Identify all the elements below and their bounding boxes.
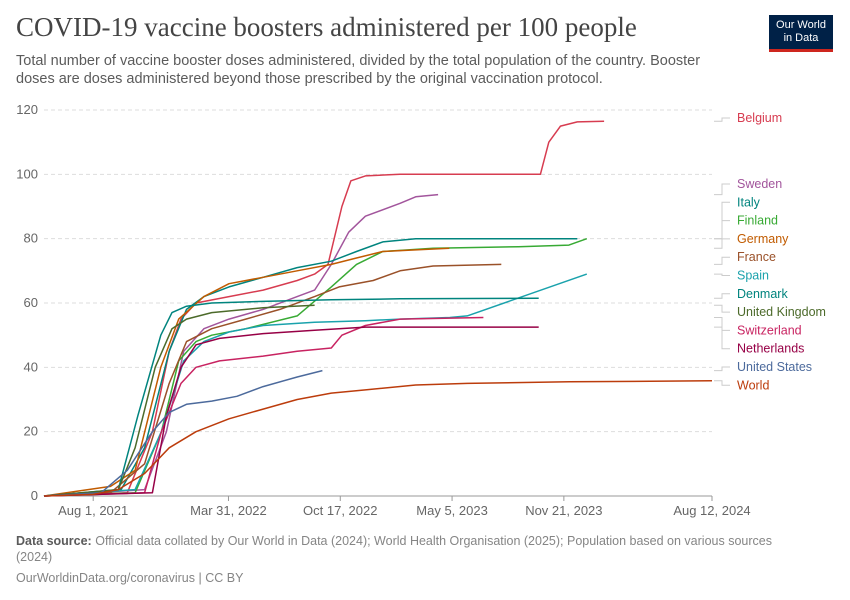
legend: Belgium Sweden Italy Finland Germany France Sp… (714, 111, 826, 392)
legend-connector (714, 183, 730, 196)
y-tick-label: 0 (31, 488, 38, 503)
x-axis: Aug 1, 2021 Mar 31, 2022 Oct 17, 2022 May 5… (44, 495, 751, 518)
owid-logo[interactable]: Our World in Data (769, 15, 833, 52)
x-tick-label: Nov 21, 2023 (525, 503, 602, 518)
legend-connector (714, 293, 730, 299)
footer-url[interactable]: OurWorldinData.org/coronavirus | CC BY (16, 571, 244, 585)
legend-connector (714, 380, 730, 386)
series-line-united-kingdom[interactable] (43, 304, 315, 497)
series-line-belgium[interactable] (43, 120, 605, 497)
y-axis: 0 20 40 60 80 100 120 (16, 102, 38, 503)
logo-line-1: Our World (776, 19, 826, 31)
legend-connector (714, 304, 730, 313)
chart-title: COVID-19 vaccine boosters administered p… (16, 12, 637, 42)
x-tick-label: Aug 1, 2021 (58, 503, 128, 518)
y-tick-label: 40 (24, 359, 38, 374)
legend-label-italy[interactable]: Italy (737, 195, 761, 209)
legend-label-finland[interactable]: Finland (737, 214, 778, 228)
series-lines (43, 120, 713, 497)
series-line-finland[interactable] (43, 237, 588, 497)
x-tick-label: Aug 12, 2024 (673, 503, 750, 518)
legend-label-united-kingdom[interactable]: United Kingdom (737, 305, 826, 319)
legend-label-united-states[interactable]: United States (737, 360, 812, 374)
legend-connector (714, 117, 730, 122)
series-line-sweden[interactable] (43, 193, 439, 497)
legend-label-denmark[interactable]: Denmark (737, 287, 788, 301)
legend-label-world[interactable]: World (737, 378, 769, 392)
legend-connector (714, 256, 730, 265)
x-tick-label: May 5, 2023 (416, 503, 488, 518)
data-source-text: Official data collated by Our World in D… (16, 534, 772, 564)
legend-label-switzerland[interactable]: Switzerland (737, 323, 802, 337)
legend-connector (714, 326, 730, 350)
legend-label-germany[interactable]: Germany (737, 232, 789, 246)
chart-subtitle: Total number of vaccine booster doses ad… (16, 53, 701, 87)
legend-label-netherlands[interactable]: Netherlands (737, 342, 804, 356)
series-line-world[interactable] (43, 380, 713, 497)
x-tick-label: Oct 17, 2022 (303, 503, 377, 518)
data-source-label: Data source: (16, 534, 92, 548)
x-tick-label: Mar 31, 2022 (190, 503, 267, 518)
series-line-switzerland[interactable] (43, 316, 484, 497)
gridlines (44, 109, 712, 497)
series-line-netherlands[interactable] (43, 326, 539, 497)
series-line-germany[interactable] (43, 247, 450, 497)
legend-label-belgium[interactable]: Belgium (737, 111, 782, 125)
legend-connector (714, 317, 730, 331)
y-tick-label: 80 (24, 231, 38, 246)
legend-connector (714, 366, 730, 372)
legend-label-sweden[interactable]: Sweden (737, 177, 782, 191)
legend-connector (714, 220, 730, 240)
series-line-denmark[interactable] (43, 297, 539, 497)
series-line-france[interactable] (43, 263, 502, 497)
y-tick-label: 20 (24, 424, 38, 439)
series-line-united-states[interactable] (43, 369, 323, 497)
legend-label-spain[interactable]: Spain (737, 269, 769, 283)
data-source: Data source: Official data collated by O… (16, 533, 806, 565)
logo-line-2: in Data (783, 32, 819, 44)
y-tick-label: 100 (16, 166, 38, 181)
y-tick-label: 60 (24, 295, 38, 310)
legend-connector (714, 273, 730, 276)
legend-connector (714, 238, 730, 249)
legend-label-france[interactable]: France (737, 250, 776, 264)
y-tick-label: 120 (16, 102, 38, 117)
